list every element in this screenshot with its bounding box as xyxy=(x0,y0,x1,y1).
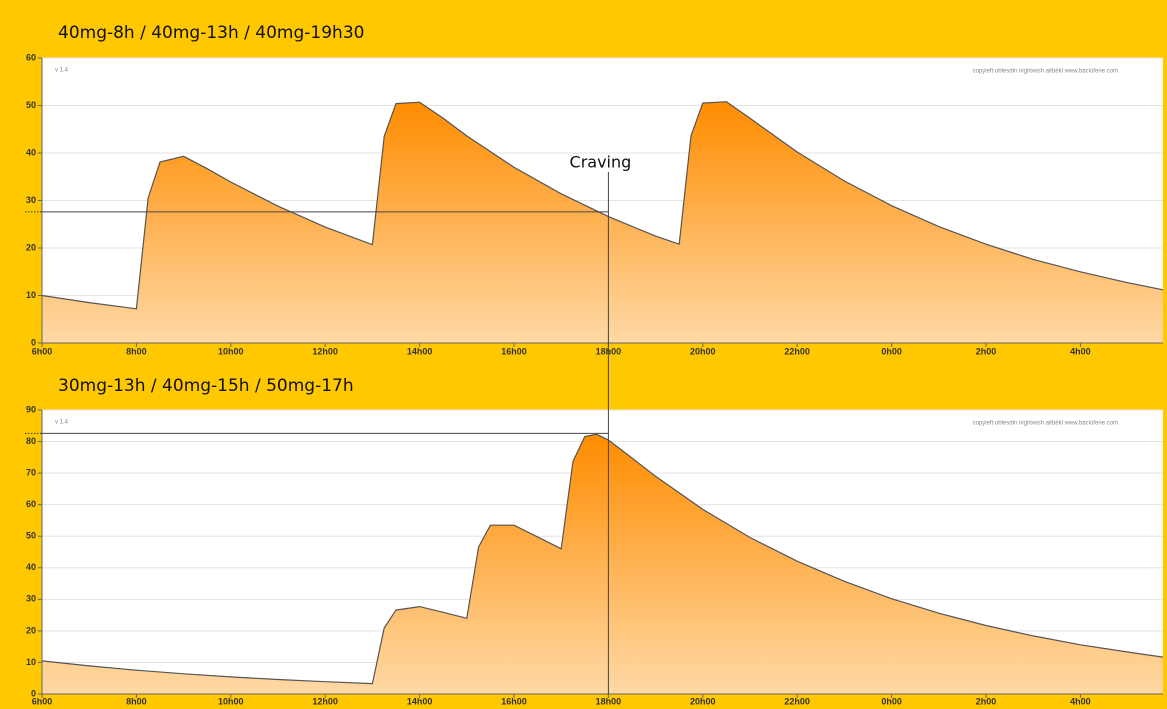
y-tick-label: 0 xyxy=(31,337,36,347)
y-tick-label: 30 xyxy=(26,195,36,205)
y-tick-label: 50 xyxy=(26,100,36,110)
y-tick-label: 10 xyxy=(26,290,36,300)
x-tick-label: 16h00 xyxy=(501,696,527,706)
x-tick-label: 14h00 xyxy=(407,696,433,706)
x-tick-label: 12h00 xyxy=(312,346,338,356)
x-tick-label: 14h00 xyxy=(407,346,433,356)
y-tick-label: 60 xyxy=(26,499,36,509)
x-tick-label: 20h00 xyxy=(690,696,716,706)
y-tick-label: 0 xyxy=(31,688,36,698)
y-tick-label: 40 xyxy=(26,562,36,572)
x-tick-label: 6h00 xyxy=(32,696,53,706)
credit: copyleft oblesdin nightwish aitbékl www.… xyxy=(973,69,1118,75)
x-tick-label: 10h00 xyxy=(218,346,244,356)
y-tick-label: 40 xyxy=(26,147,36,157)
x-tick-label: 18h00 xyxy=(596,696,622,706)
area-line xyxy=(41,101,1164,310)
y-tick-label: 70 xyxy=(26,467,36,477)
area-fill xyxy=(42,434,1163,694)
x-tick-label: 2h00 xyxy=(976,346,997,356)
y-tick-label: 30 xyxy=(26,594,36,604)
y-tick-label: 50 xyxy=(26,531,36,541)
x-tick-label: 16h00 xyxy=(501,346,527,356)
version: v 1.4 xyxy=(55,420,69,426)
area-fill xyxy=(42,101,1163,343)
credit: copyleft oblesdin nightwish aitbékl www.… xyxy=(973,421,1118,427)
area-line xyxy=(41,433,1164,685)
x-tick-label: 4h00 xyxy=(1070,696,1091,706)
x-tick-label: 10h00 xyxy=(218,696,244,706)
chart-title: 40mg-8h / 40mg-13h / 40mg-19h30 xyxy=(58,23,364,43)
annotation-label: Craving xyxy=(570,153,632,172)
x-tick-label: 8h00 xyxy=(126,696,147,706)
x-tick-label: 2h00 xyxy=(976,696,997,706)
x-tick-label: 4h00 xyxy=(1070,346,1091,356)
y-tick-label: 60 xyxy=(26,52,36,62)
chart-title: 30mg-13h / 40mg-15h / 50mg-17h xyxy=(58,376,354,396)
x-tick-label: 0h00 xyxy=(881,346,902,356)
version: v 1.4 xyxy=(55,68,69,74)
x-tick-label: 6h00 xyxy=(32,346,53,356)
y-tick-label: 10 xyxy=(26,657,36,667)
x-tick-label: 20h00 xyxy=(690,346,716,356)
x-tick-label: 8h00 xyxy=(126,346,147,356)
y-tick-label: 20 xyxy=(26,625,36,635)
x-tick-label: 22h00 xyxy=(784,346,810,356)
y-tick-label: 90 xyxy=(26,404,36,414)
y-tick-label: 80 xyxy=(26,436,36,446)
x-tick-label: 12h00 xyxy=(312,696,338,706)
y-tick-label: 20 xyxy=(26,242,36,252)
x-tick-label: 0h00 xyxy=(881,696,902,706)
x-tick-label: 22h00 xyxy=(784,696,810,706)
